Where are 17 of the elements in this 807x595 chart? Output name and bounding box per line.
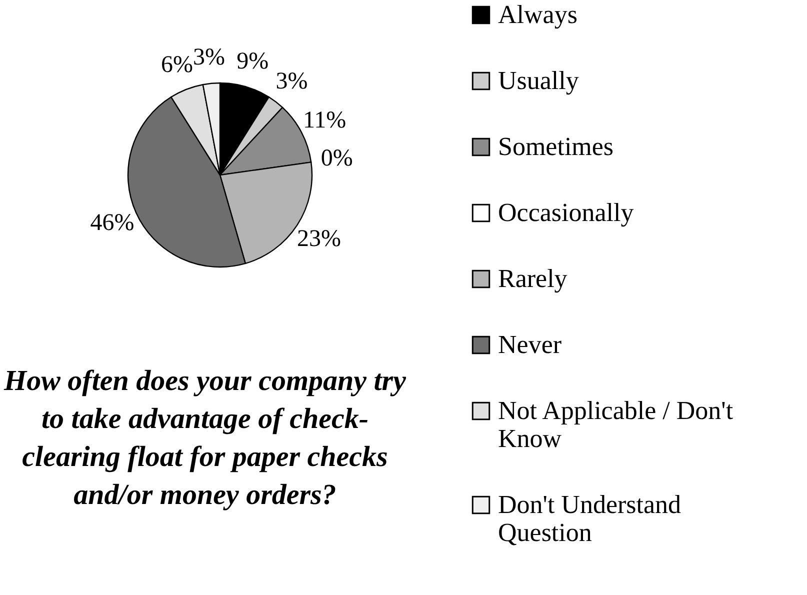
data-label: 9% [236,48,269,75]
legend-label: Usually [498,66,579,95]
legend-label: Always [498,0,578,29]
text: 0% [320,146,353,172]
legend-label: Occasionally [498,198,634,227]
data-label: 3% [193,44,226,71]
data-label: 46% [90,210,134,236]
legend-label: Sometimes [498,132,614,161]
legend-label: Rarely [498,264,568,293]
legend-label: Not Applicable / Don't Know [498,396,734,453]
legend-label: Never [498,330,562,359]
data-label: 11% [302,107,346,134]
data-label: 3% [276,68,308,94]
legend-label: Don't Understand Question [498,490,682,547]
data-label: 6% [160,52,193,78]
text: How often does your company try to take advantage of check-clearing float for paper checks and/or money orders? [2,364,407,513]
data-label: 23% [296,226,341,252]
